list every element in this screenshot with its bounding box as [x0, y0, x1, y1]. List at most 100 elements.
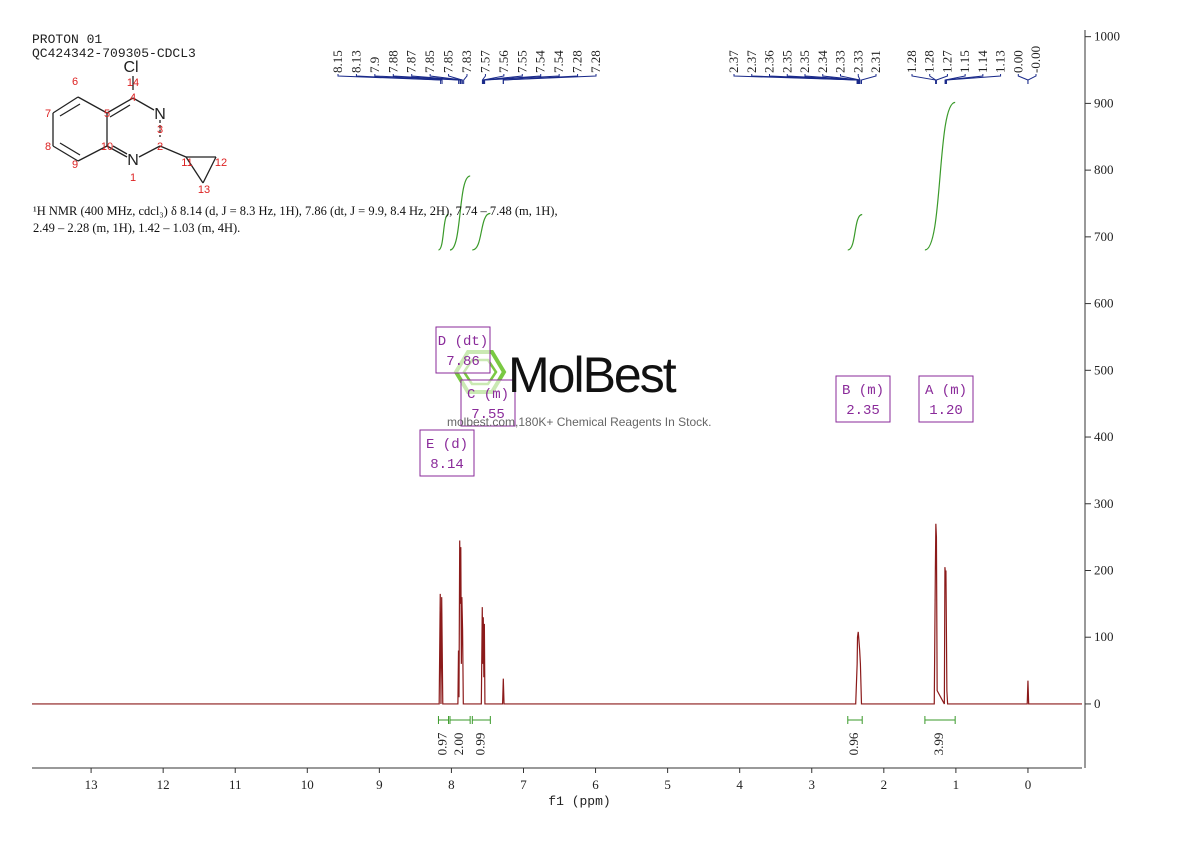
x-tick-label: 0 [1025, 777, 1032, 792]
y-tick-label: 500 [1094, 362, 1114, 377]
y-tick-label: 400 [1094, 429, 1114, 444]
watermark-tagline: molbest.com,180K+ Chemical Reagents In S… [447, 415, 711, 429]
peak-leader [804, 74, 860, 84]
integral-label: 0.96 [846, 732, 861, 755]
peak-label: 7.9 [367, 57, 382, 73]
peak-label: 1.15 [957, 50, 972, 73]
atom-label: N [127, 152, 139, 169]
x-tick-label: 10 [301, 777, 314, 792]
atom-label: 14 [127, 77, 139, 89]
peak-label: 7.54 [551, 50, 566, 73]
x-tick-label: 7 [520, 777, 527, 792]
peak-leader [355, 74, 443, 84]
atom-label: 2 [157, 141, 163, 153]
atom-label: 5 [104, 108, 110, 120]
peak-label: 7.54 [533, 50, 548, 73]
y-tick-label: 700 [1094, 229, 1114, 244]
peak-leader [944, 74, 966, 84]
peak-label: 2.35 [779, 50, 794, 73]
peak-label: 7.88 [385, 50, 400, 73]
atom-label: 11 [181, 157, 192, 169]
multiplet-name: E (d) [426, 437, 468, 453]
peak-label: 2.33 [833, 50, 848, 73]
x-tick-label: 6 [592, 777, 599, 792]
multiplet-box [835, 375, 891, 423]
y-tick-label: 900 [1094, 95, 1114, 110]
peak-leader [482, 74, 505, 84]
peak-leader [911, 74, 937, 84]
atom-label: 3 [157, 124, 163, 136]
x-tick-label: 1 [953, 777, 960, 792]
atom-label: 7 [45, 108, 51, 120]
y-tick-label: 100 [1094, 629, 1114, 644]
peak-leader [502, 74, 597, 84]
y-tick-label: 200 [1094, 562, 1114, 577]
multiplet-box [918, 375, 974, 423]
peak-label: 7.83 [459, 50, 474, 73]
peak-label: 7.28 [570, 50, 585, 73]
atom-label: Cl [123, 59, 138, 76]
y-tick-label: 800 [1094, 162, 1114, 177]
peak-leader [935, 74, 948, 84]
peak-label: -0.00 [1028, 46, 1043, 73]
atom-label: 4 [130, 92, 136, 104]
peak-label: 7.87 [404, 50, 419, 73]
peak-leader [463, 74, 468, 84]
peak-leader [1027, 74, 1037, 84]
peak-label: 1.27 [939, 50, 954, 73]
peak-leader [374, 74, 460, 84]
chart-subtitle: QC424342-709305-CDCL3 [32, 46, 196, 61]
atom-label: N [154, 106, 166, 123]
atom-label: 6 [72, 76, 78, 88]
x-tick-label: 12 [157, 777, 170, 792]
multiplet-shift: 1.20 [929, 403, 963, 419]
multiplet-name: C (m) [467, 387, 509, 403]
nmr-description: ¹H NMR (400 MHz, cdcl₃) δ 8.14 (d, J = 8… [33, 204, 558, 235]
peak-label: 2.31 [868, 50, 883, 73]
multiplet-name: D (dt) [438, 334, 488, 350]
multiplet-box [419, 429, 475, 477]
peak-label: 0.00 [1010, 50, 1025, 73]
peak-leader [929, 74, 937, 84]
watermark-brand: MolBest [508, 347, 677, 403]
peak-label: 1.28 [904, 50, 919, 73]
integral-label: 3.99 [931, 733, 946, 756]
multiplet-shift: 8.14 [430, 457, 464, 473]
multiplet-shift: 7.55 [471, 407, 505, 423]
molecule-bonds [52, 76, 217, 184]
peak-label: 1.13 [993, 50, 1008, 73]
peak-leader [860, 74, 877, 84]
peak-label: 7.57 [477, 50, 492, 73]
atom-label: 9 [72, 159, 78, 171]
multiplet-shift: 7.86 [446, 354, 480, 370]
peak-label: 7.56 [496, 50, 511, 73]
peak-leader [769, 74, 859, 84]
spectrum-line [32, 523, 1082, 705]
peak-label: 1.14 [975, 50, 990, 73]
y-tick-label: 600 [1094, 296, 1114, 311]
x-tick-label: 2 [881, 777, 888, 792]
atom-label: 8 [45, 141, 51, 153]
peak-label: 2.33 [850, 50, 865, 73]
multiplet-box [460, 379, 516, 427]
peak-leader [411, 74, 462, 84]
integral-curve [449, 175, 471, 251]
peak-label: 8.13 [348, 50, 363, 73]
peak-label: 7.28 [588, 50, 603, 73]
peak-leader [946, 74, 1002, 84]
peak-label: 1.28 [922, 50, 937, 73]
x-tick-label: 11 [229, 777, 242, 792]
integral-label: 0.97 [434, 732, 449, 755]
integral-label: 0.99 [472, 733, 487, 756]
peak-leader [822, 74, 860, 84]
x-tick-label: 13 [85, 777, 98, 792]
x-tick-label: 9 [376, 777, 383, 792]
peak-label: 7.85 [422, 50, 437, 73]
peak-label: 2.37 [726, 50, 741, 73]
peak-leader [481, 74, 486, 84]
integral-curve [847, 213, 863, 251]
peak-label: 8.15 [330, 50, 345, 73]
y-tick-label: 0 [1094, 696, 1101, 711]
